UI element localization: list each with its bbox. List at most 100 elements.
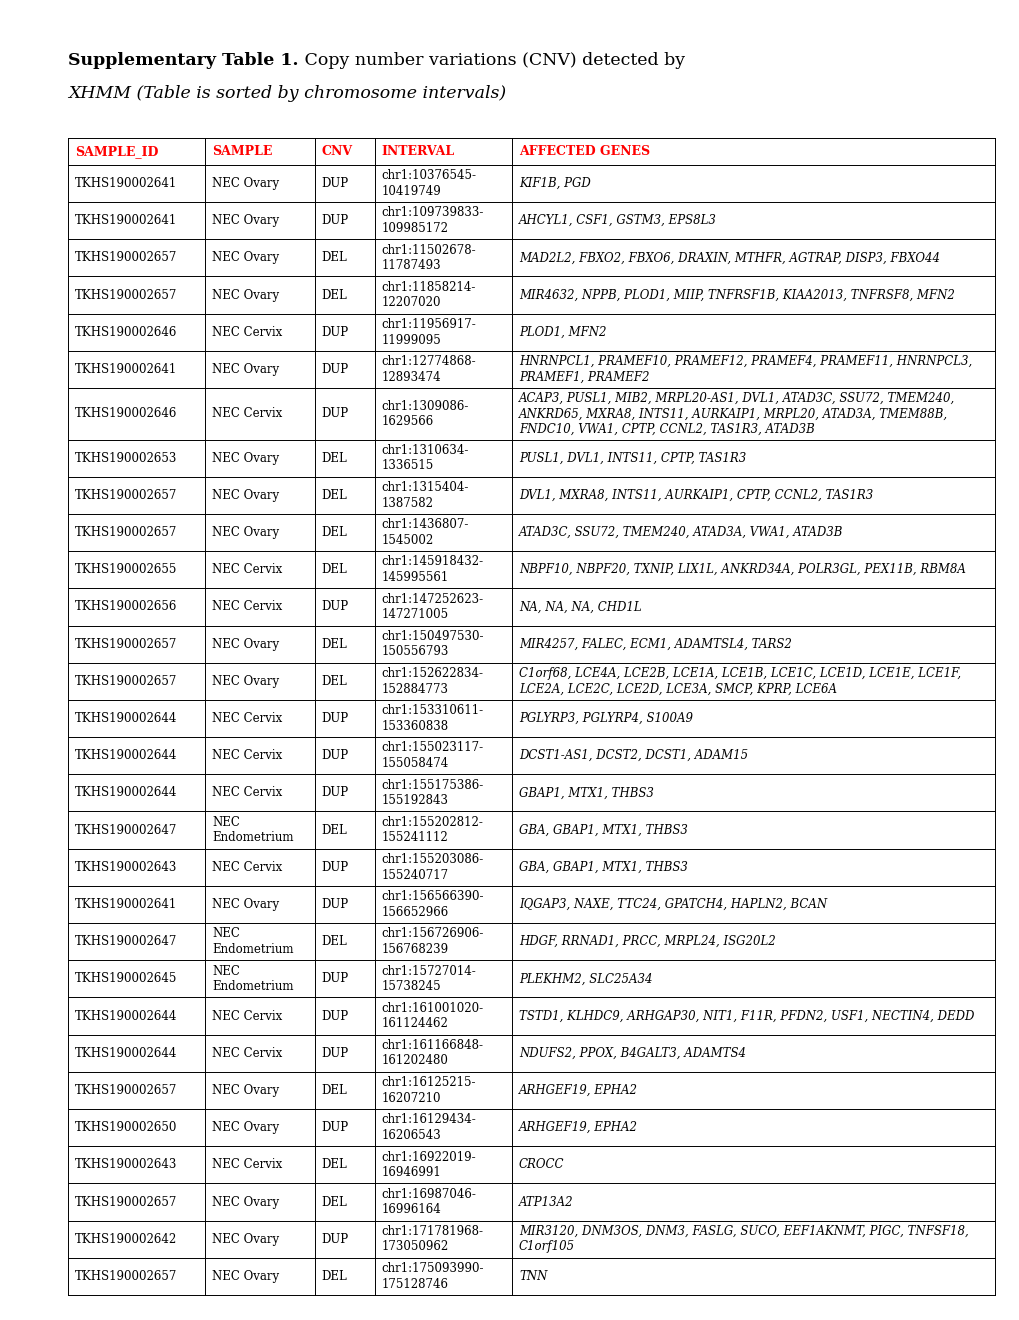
Text: TKHS190002657: TKHS190002657 bbox=[75, 251, 177, 264]
Text: DUP: DUP bbox=[321, 787, 348, 800]
Text: chr1:156566390-
156652966: chr1:156566390- 156652966 bbox=[381, 890, 484, 919]
Text: NEC Cervix: NEC Cervix bbox=[212, 861, 282, 874]
Text: DEL: DEL bbox=[321, 1196, 347, 1209]
Text: NEC Cervix: NEC Cervix bbox=[212, 326, 282, 339]
Text: chr1:156726906-
156768239: chr1:156726906- 156768239 bbox=[381, 928, 484, 956]
Text: SAMPLE_ID: SAMPLE_ID bbox=[75, 145, 158, 158]
Text: NEC Ovary: NEC Ovary bbox=[212, 675, 279, 688]
Text: chr1:15727014-
15738245: chr1:15727014- 15738245 bbox=[381, 965, 476, 993]
Text: IQGAP3, NAXE, TTC24, GPATCH4, HAPLN2, BCAN: IQGAP3, NAXE, TTC24, GPATCH4, HAPLN2, BC… bbox=[519, 898, 826, 911]
Text: NEC Ovary: NEC Ovary bbox=[212, 898, 279, 911]
Text: TKHS190002644: TKHS190002644 bbox=[75, 750, 177, 762]
Text: DEL: DEL bbox=[321, 488, 347, 502]
Text: C1orf68, LCE4A, LCE2B, LCE1A, LCE1B, LCE1C, LCE1D, LCE1E, LCE1F,
LCE2A, LCE2C, L: C1orf68, LCE4A, LCE2B, LCE1A, LCE1B, LCE… bbox=[519, 667, 960, 696]
Text: DEL: DEL bbox=[321, 1159, 347, 1171]
Text: DUP: DUP bbox=[321, 1121, 348, 1134]
Text: chr1:171781968-
173050962: chr1:171781968- 173050962 bbox=[381, 1225, 483, 1254]
Text: AFFECTED GENES: AFFECTED GENES bbox=[519, 145, 649, 158]
Text: chr1:155023117-
155058474: chr1:155023117- 155058474 bbox=[381, 742, 483, 770]
Text: NEC
Endometrium: NEC Endometrium bbox=[212, 816, 293, 845]
Text: TKHS190002650: TKHS190002650 bbox=[75, 1121, 177, 1134]
Text: chr1:145918432-
145995561: chr1:145918432- 145995561 bbox=[381, 556, 483, 583]
Text: ATAD3C, SSU72, TMEM240, ATAD3A, VWA1, ATAD3B: ATAD3C, SSU72, TMEM240, ATAD3A, VWA1, AT… bbox=[519, 527, 843, 539]
Text: ARHGEF19, EPHA2: ARHGEF19, EPHA2 bbox=[519, 1084, 638, 1097]
Text: NEC Ovary: NEC Ovary bbox=[212, 638, 279, 651]
Text: TKHS190002644: TKHS190002644 bbox=[75, 711, 177, 725]
Text: TKHS190002647: TKHS190002647 bbox=[75, 935, 177, 948]
Text: TKHS190002645: TKHS190002645 bbox=[75, 973, 177, 985]
Text: chr1:10376545-
10419749: chr1:10376545- 10419749 bbox=[381, 169, 476, 198]
Text: chr1:150497530-
150556793: chr1:150497530- 150556793 bbox=[381, 630, 484, 659]
Text: NEC Ovary: NEC Ovary bbox=[212, 527, 279, 539]
Text: ACAP3, PUSL1, MIB2, MRPL20-AS1, DVL1, ATAD3C, SSU72, TMEM240,
ANKRD65, MXRA8, IN: ACAP3, PUSL1, MIB2, MRPL20-AS1, DVL1, AT… bbox=[519, 392, 955, 436]
Text: DUP: DUP bbox=[321, 750, 348, 762]
Text: HNRNPCL1, PRAMEF10, PRAMEF12, PRAMEF4, PRAMEF11, HNRNPCL3,
PRAMEF1, PRAMEF2: HNRNPCL1, PRAMEF10, PRAMEF12, PRAMEF4, P… bbox=[519, 355, 971, 384]
Text: TKHS190002641: TKHS190002641 bbox=[75, 898, 177, 911]
Text: NEC Ovary: NEC Ovary bbox=[212, 1233, 279, 1246]
Text: CROCC: CROCC bbox=[519, 1159, 564, 1171]
Text: DUP: DUP bbox=[321, 898, 348, 911]
Text: DUP: DUP bbox=[321, 408, 348, 420]
Text: MIR4632, NPPB, PLOD1, MIIP, TNFRSF1B, KIAA2013, TNFRSF8, MFN2: MIR4632, NPPB, PLOD1, MIIP, TNFRSF1B, KI… bbox=[519, 289, 954, 301]
Text: INTERVAL: INTERVAL bbox=[381, 145, 454, 158]
Text: DEL: DEL bbox=[321, 675, 347, 688]
Text: NBPF10, NBPF20, TXNIP, LIX1L, ANKRD34A, POLR3GL, PEX11B, RBM8A: NBPF10, NBPF20, TXNIP, LIX1L, ANKRD34A, … bbox=[519, 564, 965, 577]
Text: TKHS190002657: TKHS190002657 bbox=[75, 1196, 177, 1209]
Text: chr1:175093990-
175128746: chr1:175093990- 175128746 bbox=[381, 1262, 484, 1291]
Text: HDGF, RRNAD1, PRCC, MRPL24, ISG20L2: HDGF, RRNAD1, PRCC, MRPL24, ISG20L2 bbox=[519, 935, 775, 948]
Text: DEL: DEL bbox=[321, 638, 347, 651]
Text: PUSL1, DVL1, INTS11, CPTP, TAS1R3: PUSL1, DVL1, INTS11, CPTP, TAS1R3 bbox=[519, 451, 746, 465]
Text: NEC Cervix: NEC Cervix bbox=[212, 601, 282, 614]
Text: chr1:16922019-
16946991: chr1:16922019- 16946991 bbox=[381, 1151, 476, 1179]
Text: DEL: DEL bbox=[321, 251, 347, 264]
Text: DEL: DEL bbox=[321, 564, 347, 577]
Text: chr1:1436807-
1545002: chr1:1436807- 1545002 bbox=[381, 519, 469, 546]
Text: DEL: DEL bbox=[321, 527, 347, 539]
Text: ATP13A2: ATP13A2 bbox=[519, 1196, 573, 1209]
Text: XHMM (Table is sorted by chromosome intervals): XHMM (Table is sorted by chromosome inte… bbox=[68, 84, 505, 102]
Text: TKHS190002657: TKHS190002657 bbox=[75, 527, 177, 539]
Text: NEC Cervix: NEC Cervix bbox=[212, 750, 282, 762]
Text: NEC
Endometrium: NEC Endometrium bbox=[212, 965, 293, 993]
Text: NEC Ovary: NEC Ovary bbox=[212, 363, 279, 376]
Text: TKHS190002657: TKHS190002657 bbox=[75, 638, 177, 651]
Text: DUP: DUP bbox=[321, 214, 348, 227]
Text: TKHS190002643: TKHS190002643 bbox=[75, 1159, 177, 1171]
Text: NEC Cervix: NEC Cervix bbox=[212, 564, 282, 577]
Text: chr1:1309086-
1629566: chr1:1309086- 1629566 bbox=[381, 400, 469, 428]
Text: NEC Ovary: NEC Ovary bbox=[212, 251, 279, 264]
Text: chr1:153310611-
153360838: chr1:153310611- 153360838 bbox=[381, 705, 483, 733]
Text: TKHS190002653: TKHS190002653 bbox=[75, 451, 177, 465]
Text: chr1:1315404-
1387582: chr1:1315404- 1387582 bbox=[381, 480, 469, 510]
Text: NDUFS2, PPOX, B4GALT3, ADAMTS4: NDUFS2, PPOX, B4GALT3, ADAMTS4 bbox=[519, 1047, 745, 1060]
Text: NEC Ovary: NEC Ovary bbox=[212, 1270, 279, 1283]
Text: NEC Ovary: NEC Ovary bbox=[212, 177, 279, 190]
Text: TKHS190002655: TKHS190002655 bbox=[75, 564, 177, 577]
Text: DUP: DUP bbox=[321, 326, 348, 339]
Text: PLOD1, MFN2: PLOD1, MFN2 bbox=[519, 326, 606, 339]
Text: chr1:16987046-
16996164: chr1:16987046- 16996164 bbox=[381, 1188, 476, 1216]
Text: AHCYL1, CSF1, GSTM3, EPS8L3: AHCYL1, CSF1, GSTM3, EPS8L3 bbox=[519, 214, 716, 227]
Text: Supplementary Table 1.: Supplementary Table 1. bbox=[68, 51, 299, 69]
Text: NEC Ovary: NEC Ovary bbox=[212, 1121, 279, 1134]
Text: NEC Cervix: NEC Cervix bbox=[212, 1047, 282, 1060]
Text: ARHGEF19, EPHA2: ARHGEF19, EPHA2 bbox=[519, 1121, 638, 1134]
Text: NEC
Endometrium: NEC Endometrium bbox=[212, 928, 293, 956]
Text: TKHS190002644: TKHS190002644 bbox=[75, 1010, 177, 1023]
Text: NEC Ovary: NEC Ovary bbox=[212, 289, 279, 301]
Text: TKHS190002657: TKHS190002657 bbox=[75, 1270, 177, 1283]
Text: DUP: DUP bbox=[321, 1047, 348, 1060]
Text: NA, NA, NA, CHD1L: NA, NA, NA, CHD1L bbox=[519, 601, 641, 614]
Text: TKHS190002644: TKHS190002644 bbox=[75, 1047, 177, 1060]
Text: chr1:11956917-
11999095: chr1:11956917- 11999095 bbox=[381, 318, 476, 347]
Text: TKHS190002657: TKHS190002657 bbox=[75, 1084, 177, 1097]
Text: MAD2L2, FBXO2, FBXO6, DRAXIN, MTHFR, AGTRAP, DISP3, FBXO44: MAD2L2, FBXO2, FBXO6, DRAXIN, MTHFR, AGT… bbox=[519, 251, 940, 264]
Text: TKHS190002642: TKHS190002642 bbox=[75, 1233, 177, 1246]
Text: KIF1B, PGD: KIF1B, PGD bbox=[519, 177, 590, 190]
Text: DUP: DUP bbox=[321, 1233, 348, 1246]
Text: NEC Ovary: NEC Ovary bbox=[212, 451, 279, 465]
Text: PLEKHM2, SLC25A34: PLEKHM2, SLC25A34 bbox=[519, 973, 652, 985]
Text: NEC Ovary: NEC Ovary bbox=[212, 214, 279, 227]
Text: chr1:155175386-
155192843: chr1:155175386- 155192843 bbox=[381, 779, 484, 807]
Text: GBA, GBAP1, MTX1, THBS3: GBA, GBAP1, MTX1, THBS3 bbox=[519, 824, 687, 837]
